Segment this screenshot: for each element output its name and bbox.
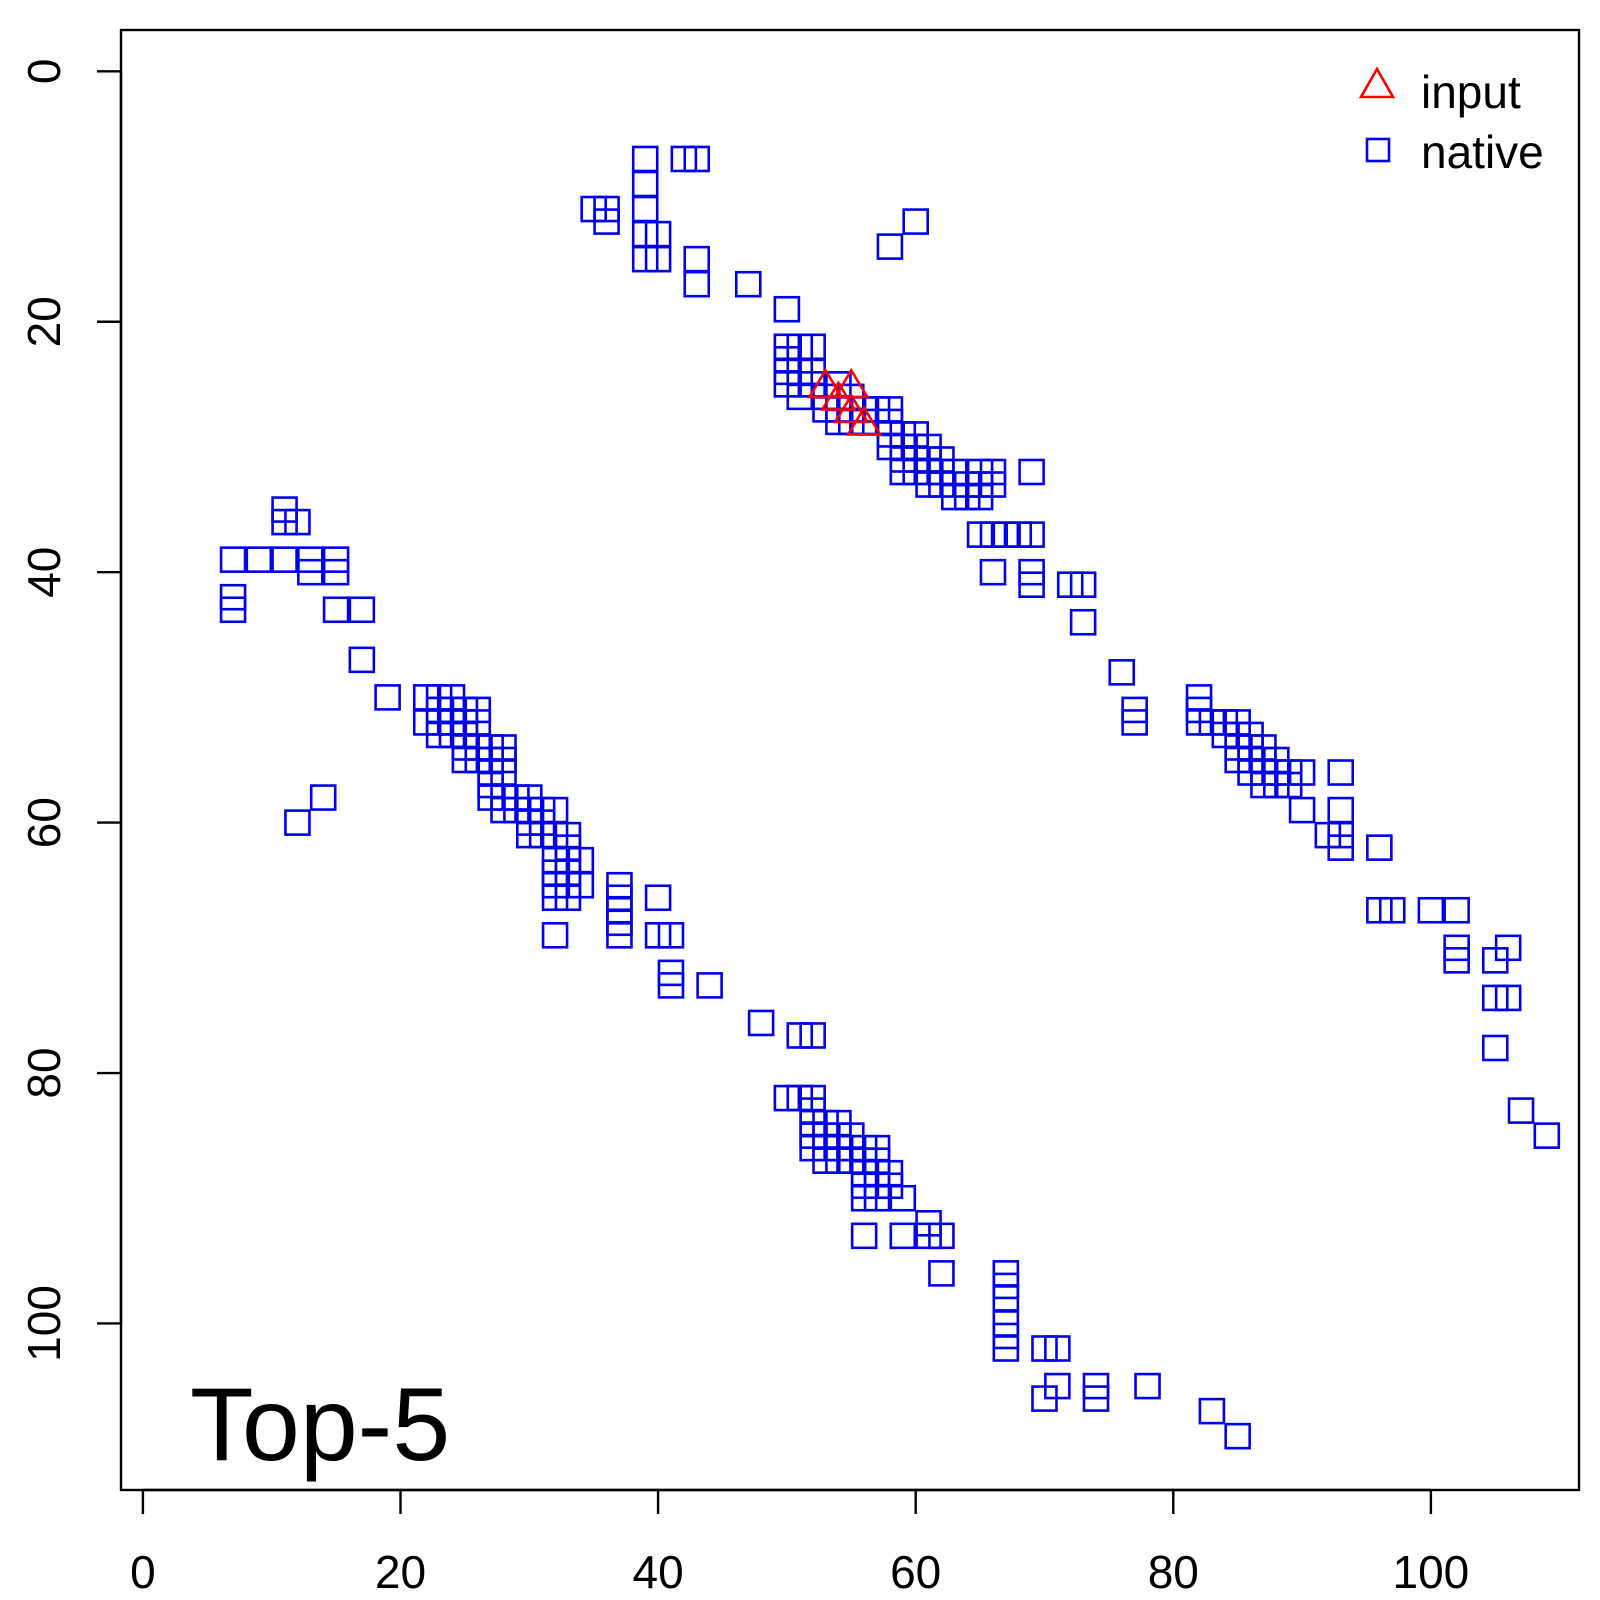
native-point <box>992 1335 1020 1362</box>
legend: input native <box>1358 66 1544 178</box>
y-tick-label: 40 <box>18 547 70 598</box>
input-point <box>807 367 844 399</box>
native-point <box>902 208 929 235</box>
native-point <box>374 684 401 711</box>
native-point <box>271 546 298 573</box>
native-point <box>322 558 350 586</box>
native-point <box>541 922 569 949</box>
native-point <box>889 1222 917 1250</box>
plot-frame <box>119 28 1581 1492</box>
y-tick-label: 0 <box>18 59 70 85</box>
legend-native-label: native <box>1421 126 1544 178</box>
native-point <box>979 471 1007 498</box>
native-point <box>928 1222 955 1250</box>
native-point <box>1069 571 1097 598</box>
native-point <box>1481 1034 1509 1062</box>
x-tick-label: 100 <box>1393 1546 1470 1598</box>
native-point <box>644 245 672 273</box>
native-point <box>593 208 620 235</box>
native-point <box>1327 759 1355 786</box>
native-point <box>1069 608 1097 636</box>
native-point <box>1121 709 1148 736</box>
native-point <box>644 884 672 912</box>
native-point <box>928 1260 955 1287</box>
native-point <box>322 596 350 624</box>
native-point <box>1018 521 1045 548</box>
native-point <box>1018 571 1045 598</box>
native-point <box>850 1222 878 1250</box>
points-layer <box>219 145 1561 1450</box>
native-point <box>1018 458 1045 486</box>
native-point <box>1378 896 1406 924</box>
native-point <box>284 809 311 836</box>
native-point <box>606 922 633 949</box>
native-point <box>1108 659 1136 686</box>
native-point <box>876 233 904 260</box>
native-point <box>657 972 685 999</box>
native-point <box>567 871 595 899</box>
native-point <box>1366 834 1393 861</box>
x-tick-label: 20 <box>375 1546 426 1598</box>
input-point <box>845 405 883 436</box>
x-tick-label: 60 <box>890 1546 941 1598</box>
native-point <box>1314 821 1342 849</box>
native-point <box>309 784 337 811</box>
native-point <box>683 270 711 298</box>
native-point <box>1443 896 1470 924</box>
y-tick-label: 80 <box>18 1047 70 1098</box>
y-tick-label: 20 <box>18 296 70 347</box>
axes-layer: 0 20 40 60 80 100 0 20 40 60 80 100 <box>18 59 1469 1598</box>
legend-input-label: input <box>1421 66 1521 118</box>
native-point <box>1044 1372 1071 1400</box>
native-point <box>1288 759 1316 786</box>
native-point <box>1224 1422 1251 1450</box>
native-point <box>1443 947 1470 974</box>
input-point <box>832 392 870 424</box>
native-point <box>1494 934 1522 962</box>
native-point <box>683 145 711 173</box>
native-point <box>734 270 762 298</box>
native-point <box>889 1184 917 1212</box>
native-point <box>747 1009 775 1037</box>
native-point <box>348 646 376 674</box>
native-point <box>1288 796 1316 824</box>
native-point <box>1082 1385 1110 1412</box>
native-point <box>219 596 247 624</box>
x-tick-label: 80 <box>1148 1546 1199 1598</box>
native-point <box>1507 1097 1535 1124</box>
y-tick-label: 100 <box>18 1285 70 1362</box>
native-point <box>348 596 376 624</box>
native-point <box>245 546 273 573</box>
legend-input-marker-icon <box>1358 66 1396 99</box>
native-point <box>1134 1372 1161 1400</box>
native-point <box>219 546 247 573</box>
native-point <box>657 922 685 949</box>
native-point <box>773 295 801 323</box>
native-point <box>696 972 723 999</box>
native-point <box>1494 984 1522 1012</box>
native-point <box>1198 1397 1226 1425</box>
native-point <box>1417 896 1445 924</box>
native-point <box>297 558 324 586</box>
native-point <box>284 508 311 536</box>
native-point <box>979 558 1007 586</box>
native-point <box>799 1022 826 1049</box>
native-point <box>1044 1335 1071 1362</box>
x-tick-label: 40 <box>633 1546 684 1598</box>
legend-native-marker-icon <box>1365 137 1391 163</box>
x-tick-label: 0 <box>130 1546 156 1598</box>
panel-label: Top-5 <box>190 1367 450 1483</box>
y-tick-label: 60 <box>18 797 70 848</box>
native-point <box>1533 1122 1561 1149</box>
